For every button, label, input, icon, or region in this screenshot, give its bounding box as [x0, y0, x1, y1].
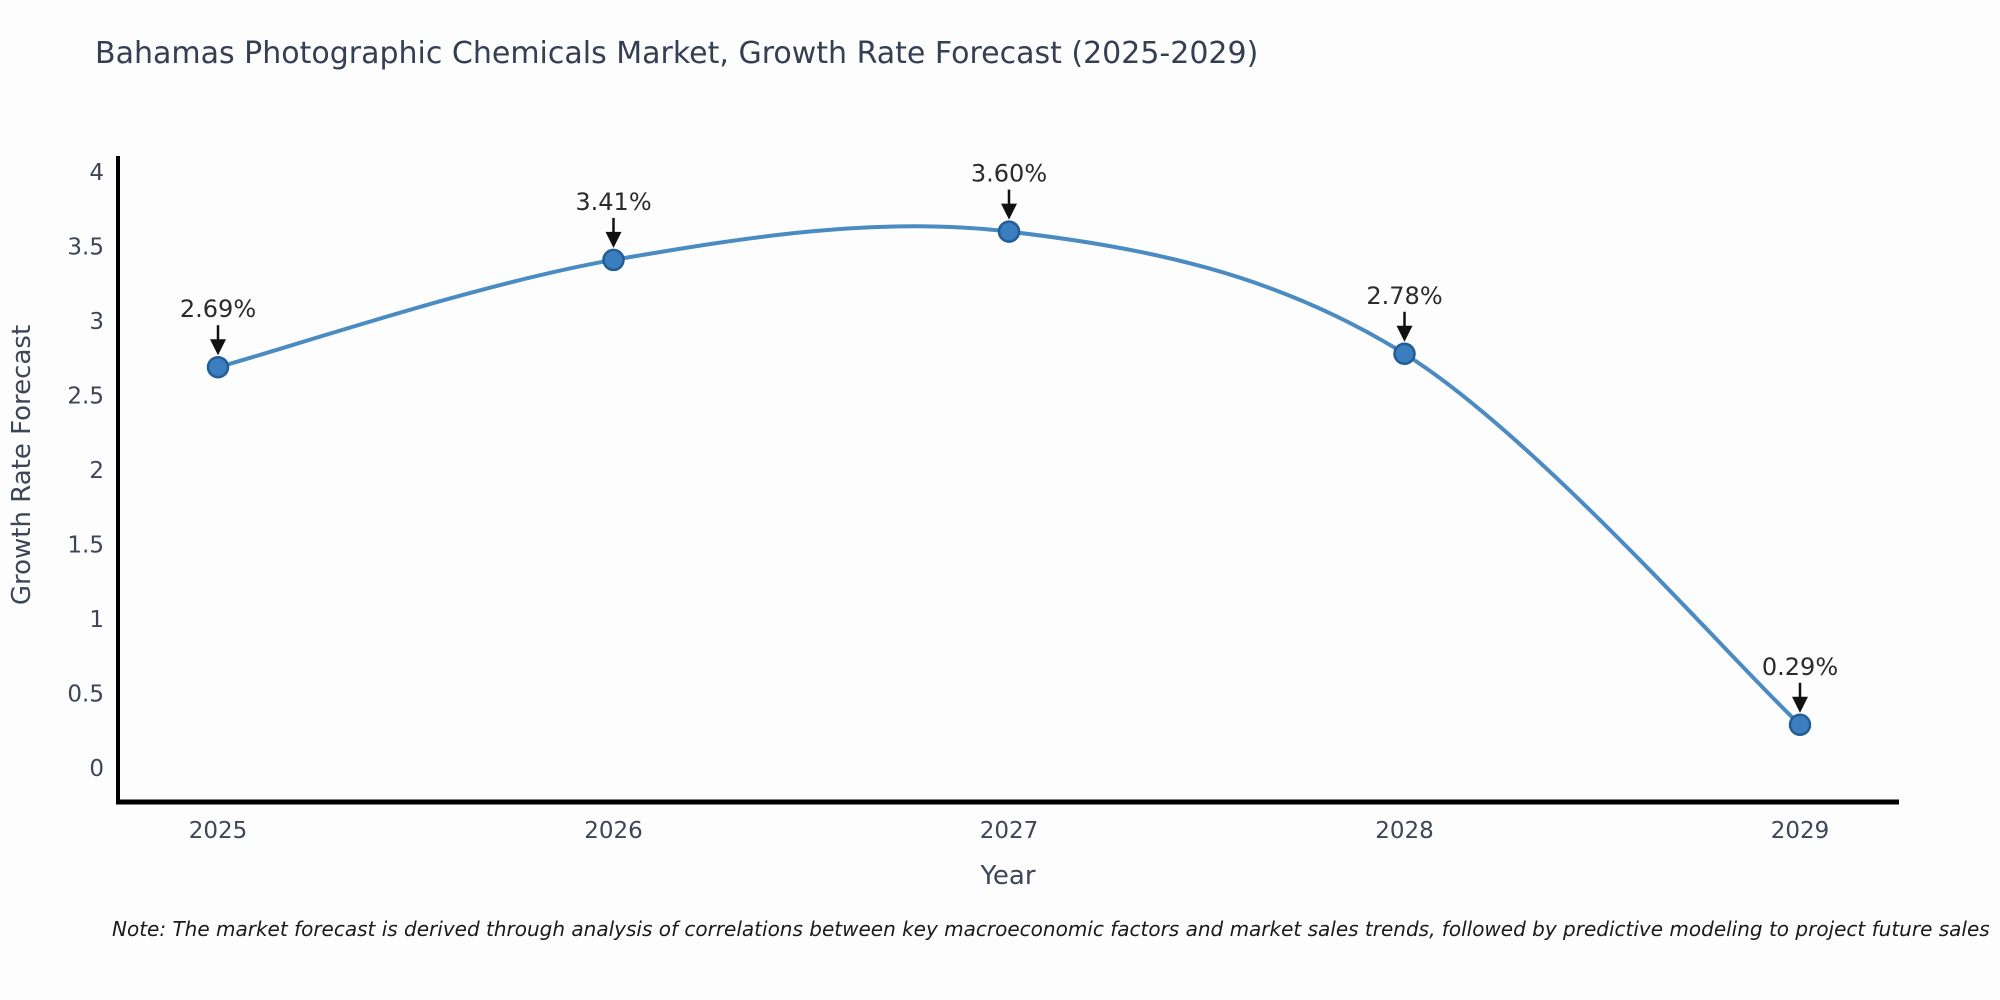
y-tick-label: 1.5 [67, 533, 104, 559]
y-tick-label: 1 [89, 607, 104, 633]
annotation-arrow-head [605, 231, 622, 248]
annotation-arrow-head [1792, 696, 1808, 713]
data-point-marker [997, 220, 1021, 243]
point-annotation-label: 3.41% [575, 188, 651, 216]
y-tick-label: 0.5 [67, 682, 104, 708]
data-point-marker [602, 248, 625, 272]
x-axis-label: Year [979, 861, 1035, 891]
annotation-arrow-head [210, 339, 226, 356]
data-point-marker [206, 355, 230, 379]
point-annotation-label: 2.69% [180, 295, 256, 323]
y-axis-label: Growth Rate Forecast [7, 325, 37, 605]
y-tick-label: 3.5 [67, 235, 104, 261]
data-point-marker [1393, 342, 1416, 366]
x-tick-label: 2027 [980, 818, 1039, 844]
y-tick-label: 4 [89, 160, 104, 186]
chart-title: Bahamas Photographic Chemicals Market, G… [95, 36, 1259, 71]
data-point-marker [1788, 713, 1812, 737]
y-tick-label: 2.5 [67, 384, 104, 410]
x-tick-label: 2029 [1771, 818, 1830, 844]
annotation-arrow-head [1396, 325, 1413, 342]
annotation-arrow-head [1001, 203, 1017, 220]
y-tick-label: 0 [89, 756, 104, 782]
x-tick-label: 2028 [1375, 818, 1434, 844]
x-tick-label: 2025 [189, 818, 248, 844]
point-annotation-label: 0.29% [1762, 653, 1838, 681]
point-annotation-label: 3.60% [971, 160, 1047, 188]
data-line [216, 224, 1802, 727]
point-annotation-label: 2.78% [1366, 282, 1442, 310]
y-tick-label: 2 [89, 458, 104, 484]
y-tick-label: 3 [89, 309, 104, 335]
footnote: Note: The market forecast is derived thr… [112, 917, 1990, 941]
x-tick-label: 2026 [584, 818, 643, 844]
